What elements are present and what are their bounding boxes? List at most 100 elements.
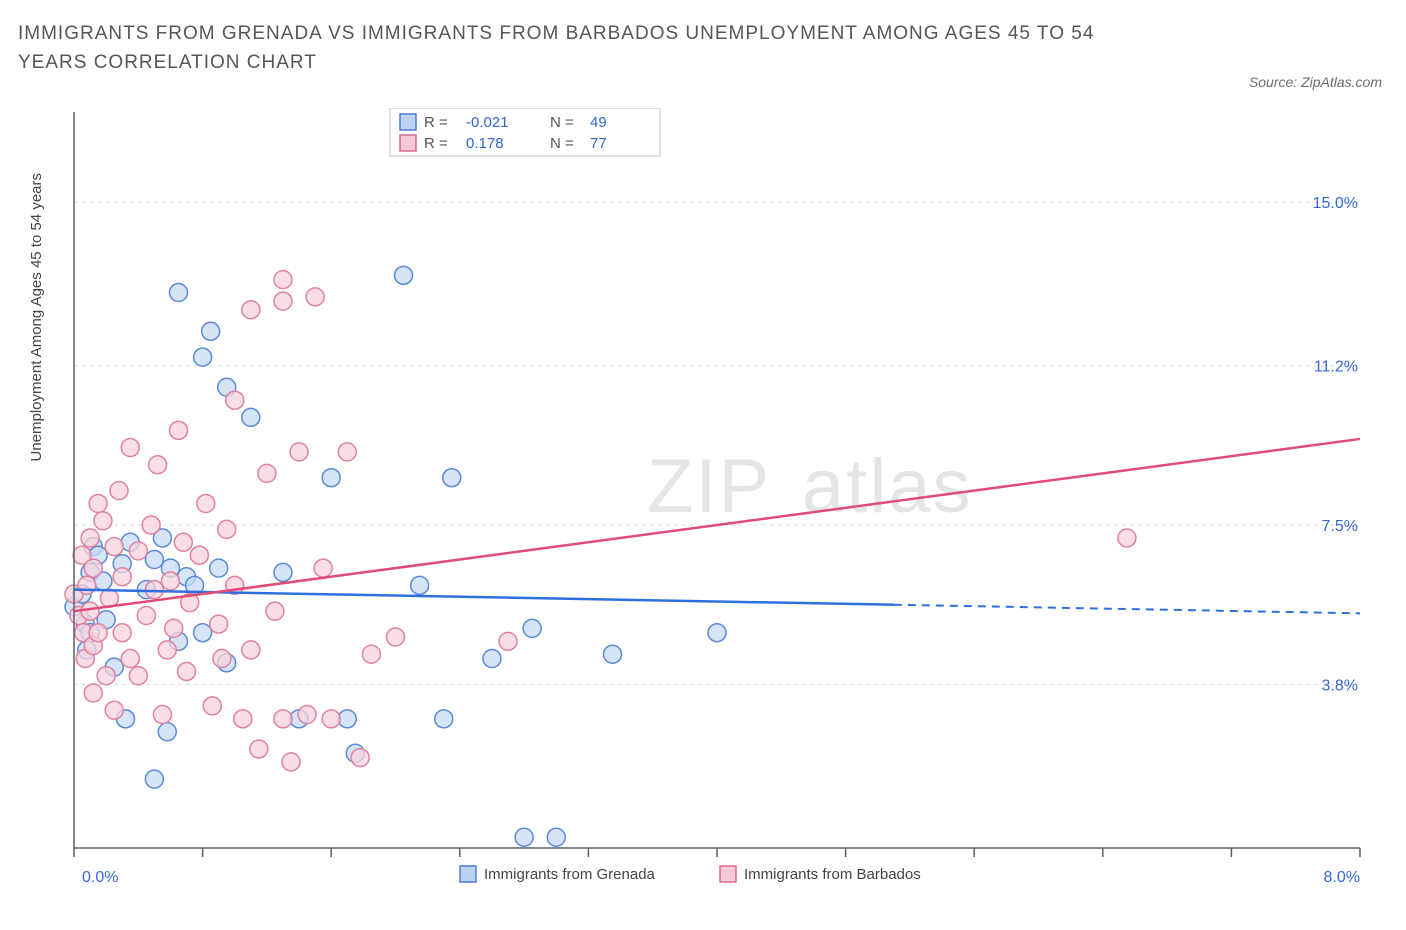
chart-svg: 15.0%11.2%7.5%3.8%ZIPatlas0.0%8.0%R =-0.…: [60, 108, 1370, 898]
correlation-stats-box: R = -0.021 N = 49 R = 0.178 N = 77: [390, 108, 660, 156]
point-grenada: [194, 348, 212, 366]
point-barbados: [314, 559, 332, 577]
point-grenada: [708, 624, 726, 642]
point-grenada: [411, 576, 429, 594]
point-barbados: [362, 645, 380, 663]
x-min-label: 0.0%: [82, 869, 118, 886]
point-barbados: [266, 602, 284, 620]
point-barbados: [306, 288, 324, 306]
point-barbados: [351, 749, 369, 767]
point-barbados: [258, 464, 276, 482]
point-barbados: [105, 701, 123, 719]
point-grenada: [145, 551, 163, 569]
point-grenada: [443, 469, 461, 487]
point-grenada: [322, 469, 340, 487]
point-barbados: [89, 495, 107, 513]
point-grenada: [169, 284, 187, 302]
point-barbados: [165, 619, 183, 637]
point-barbados: [113, 624, 131, 642]
point-barbados: [121, 650, 139, 668]
point-barbados: [89, 624, 107, 642]
point-barbados: [213, 650, 231, 668]
point-barbados: [121, 439, 139, 457]
point-barbados: [197, 495, 215, 513]
swatch-barbados: [400, 135, 416, 151]
chart-plot-area: 15.0%11.2%7.5%3.8%ZIPatlas0.0%8.0%R =-0.…: [60, 108, 1370, 868]
watermark-a: ZIP: [647, 444, 771, 529]
point-grenada: [547, 828, 565, 846]
point-grenada: [395, 266, 413, 284]
point-barbados: [94, 512, 112, 530]
point-barbados: [190, 546, 208, 564]
point-barbados: [84, 559, 102, 577]
point-grenada: [515, 828, 533, 846]
point-grenada: [523, 619, 541, 637]
y-right-tick-label: 3.8%: [1322, 677, 1358, 694]
legend-label-grenada: Immigrants from Grenada: [484, 866, 656, 883]
point-grenada: [158, 723, 176, 741]
y-right-tick-label: 15.0%: [1313, 195, 1358, 212]
point-barbados: [84, 684, 102, 702]
legend-swatch-barbados: [720, 866, 736, 882]
y-axis-label: Unemployment Among Ages 45 to 54 years: [28, 173, 45, 462]
point-barbados: [129, 542, 147, 560]
point-barbados: [387, 628, 405, 646]
point-barbados: [169, 421, 187, 439]
regression-line-grenada-extrapolated: [894, 605, 1360, 614]
point-barbados: [137, 606, 155, 624]
point-grenada: [435, 710, 453, 728]
svg-text:N =: N =: [550, 114, 574, 131]
svg-text:R =: R =: [424, 114, 448, 131]
point-barbados: [242, 641, 260, 659]
point-barbados: [161, 572, 179, 590]
point-barbados: [78, 576, 96, 594]
point-barbados: [97, 667, 115, 685]
point-grenada: [604, 645, 622, 663]
point-barbados: [218, 520, 236, 538]
point-barbados: [145, 581, 163, 599]
watermark-b: atlas: [802, 444, 973, 529]
swatch-grenada: [400, 114, 416, 130]
point-grenada: [483, 650, 501, 668]
point-grenada: [242, 408, 260, 426]
point-grenada: [274, 563, 292, 581]
svg-text:N =: N =: [550, 135, 574, 152]
chart-title: IMMIGRANTS FROM GRENADA VS IMMIGRANTS FR…: [18, 20, 1156, 77]
n-value-grenada: 49: [590, 114, 607, 131]
r-value-grenada: -0.021: [466, 114, 509, 131]
point-barbados: [105, 538, 123, 556]
point-grenada: [210, 559, 228, 577]
point-barbados: [142, 516, 160, 534]
point-grenada: [338, 710, 356, 728]
point-barbados: [149, 456, 167, 474]
legend-swatch-grenada: [460, 866, 476, 882]
point-barbados: [338, 443, 356, 461]
point-barbados: [242, 301, 260, 319]
y-right-tick-label: 7.5%: [1322, 518, 1358, 535]
point-barbados: [174, 533, 192, 551]
point-barbados: [298, 706, 316, 724]
point-barbados: [110, 482, 128, 500]
r-value-barbados: 0.178: [466, 135, 504, 152]
point-barbados: [129, 667, 147, 685]
point-barbados: [499, 632, 517, 650]
point-barbados: [322, 710, 340, 728]
point-barbados: [290, 443, 308, 461]
point-barbados: [234, 710, 252, 728]
legend-label-barbados: Immigrants from Barbados: [744, 866, 921, 883]
watermark: ZIP atlas: [647, 444, 973, 529]
source-label: Source: ZipAtlas.com: [1249, 74, 1382, 90]
point-grenada: [145, 770, 163, 788]
point-barbados: [250, 740, 268, 758]
svg-text:R =: R =: [424, 135, 448, 152]
point-barbados: [113, 568, 131, 586]
point-grenada: [194, 624, 212, 642]
point-barbados: [210, 615, 228, 633]
n-value-barbados: 77: [590, 135, 607, 152]
point-barbados: [178, 662, 196, 680]
point-barbados: [282, 753, 300, 771]
point-barbados: [1118, 529, 1136, 547]
point-barbados: [153, 706, 171, 724]
point-grenada: [202, 322, 220, 340]
point-barbados: [226, 391, 244, 409]
